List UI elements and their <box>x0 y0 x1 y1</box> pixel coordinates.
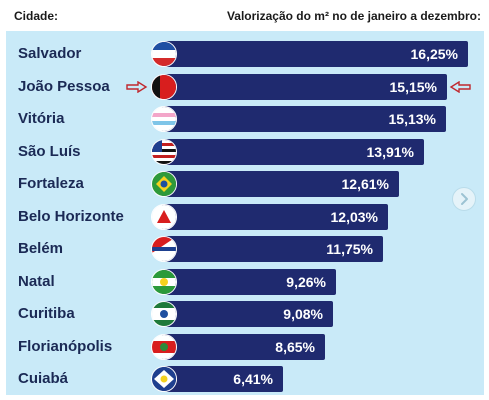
bar <box>162 301 333 327</box>
minas-gerais-flag-icon <box>151 203 177 230</box>
bar <box>162 41 468 67</box>
chevron-right-icon <box>461 193 468 205</box>
value-label: 13,91% <box>366 143 414 160</box>
category-label: Florianópolis <box>18 337 113 355</box>
bar <box>162 171 399 197</box>
value-label: 15,13% <box>388 111 436 127</box>
bar <box>162 333 325 360</box>
bar <box>162 236 383 262</box>
bar <box>162 203 388 230</box>
bar <box>162 106 446 132</box>
bar <box>162 268 336 295</box>
value-label: 15,15% <box>389 78 437 95</box>
category-label: Fortaleza <box>18 175 84 192</box>
category-label: Cuiabá <box>18 370 69 387</box>
value-label: 9,08% <box>283 306 323 322</box>
value-label: 12,03% <box>330 208 378 225</box>
santa-catarina-flag-icon <box>151 333 177 360</box>
bar <box>162 138 424 165</box>
para-flag-icon <box>151 236 177 262</box>
bar <box>162 73 447 100</box>
bar <box>162 366 283 392</box>
category-label: Natal <box>18 272 55 290</box>
next-button[interactable] <box>452 187 476 211</box>
category-label: São Luís <box>18 142 81 160</box>
category-label: Vitória <box>18 110 65 127</box>
espirito-santo-flag-icon <box>151 106 177 132</box>
value-column-header: Valorização do m² no de janeiro a dezemb… <box>226 9 481 23</box>
paraiba-flag-icon <box>151 73 177 100</box>
mato-grosso-flag-icon <box>151 366 177 392</box>
ceara-flag-icon <box>151 171 177 197</box>
maranhao-flag-icon <box>151 138 177 165</box>
category-label: Salvador <box>18 45 82 62</box>
value-label: 8,65% <box>275 338 315 355</box>
parana-flag-icon <box>151 301 177 327</box>
highlight-arrow-icon <box>126 80 148 93</box>
value-label: 11,75% <box>326 241 373 257</box>
category-label: João Pessoa <box>18 77 110 95</box>
value-label: 9,26% <box>286 273 326 290</box>
value-label: 6,41% <box>233 371 273 387</box>
category-label: Belém <box>18 240 64 257</box>
city-column-header: Cidade: <box>14 9 59 23</box>
value-label: 16,25% <box>410 46 458 62</box>
rio-grande-do-norte-flag-icon <box>151 268 177 295</box>
highlight-arrow-icon <box>449 80 471 93</box>
category-label: Belo Horizonte <box>18 207 124 225</box>
category-label: Curitiba <box>18 305 75 322</box>
bahia-flag-icon <box>151 41 177 67</box>
value-label: 12,61% <box>341 176 389 192</box>
